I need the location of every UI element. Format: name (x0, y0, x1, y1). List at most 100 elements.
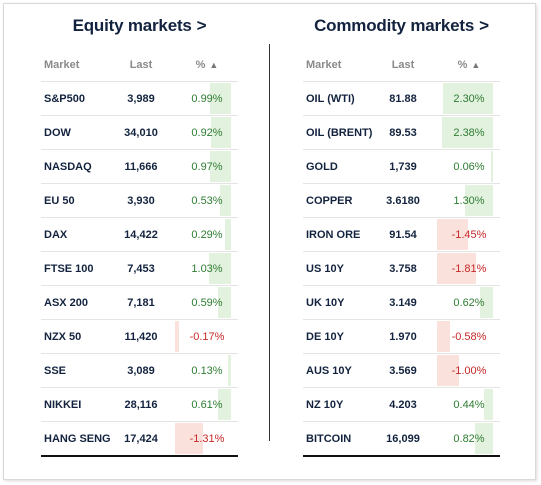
table-row[interactable]: UK 10Y 3.149 0.62% (303, 286, 500, 320)
table-row[interactable]: NIKKEI 28,116 0.61% (41, 388, 238, 422)
pct-change-bar (175, 423, 204, 454)
pct-change-bar (483, 389, 493, 420)
pct-change-value: 0.13% (191, 364, 223, 377)
equity-markets-link[interactable]: Equity markets > (41, 14, 238, 38)
table-row[interactable]: SSE 3,089 0.13% (41, 354, 238, 388)
market-name: DAX (44, 228, 68, 241)
pct-change-value: 0.82% (453, 432, 485, 445)
table-row[interactable]: COPPER 3.6180 1.30% (303, 184, 500, 218)
last-value: 16,099 (386, 432, 420, 445)
pct-change-bar (208, 253, 231, 284)
col-header-market[interactable]: Market (306, 59, 342, 71)
pct-change-value: 0.59% (191, 296, 223, 309)
pct-change-bar (491, 151, 493, 182)
market-name: NASDAQ (44, 160, 92, 173)
sort-ascending-icon: ▲ (471, 60, 481, 70)
market-name: COPPER (306, 194, 353, 207)
table-row[interactable]: US 10Y 3.758 -1.81% (303, 252, 500, 286)
pct-change-cell: -1.00% (437, 354, 501, 387)
pct-change-bar (175, 321, 179, 352)
commodity-markets-link[interactable]: Commodity markets > (303, 14, 500, 38)
last-value: 28,116 (124, 398, 158, 411)
pct-change-value: 1.03% (191, 262, 223, 275)
pct-change-cell: 0.29% (175, 218, 239, 251)
pct-change-bar (437, 219, 469, 250)
market-name: NIKKEI (44, 398, 82, 411)
last-value: 3.6180 (386, 194, 420, 207)
pct-change-bar (479, 287, 493, 318)
pct-change-value: -1.00% (451, 364, 487, 377)
pct-change-bar (437, 253, 477, 284)
pct-change-bar (475, 423, 493, 454)
pct-change-bar (441, 117, 493, 148)
table-row[interactable]: OIL (WTI) 81.88 2.30% (303, 82, 500, 116)
table-row[interactable]: AUS 10Y 3.569 -1.00% (303, 354, 500, 388)
table-row[interactable]: BITCOIN 16,099 0.82% (303, 422, 500, 457)
pct-change-value: 2.38% (453, 126, 485, 139)
last-value: 3,089 (127, 364, 155, 377)
pct-change-value: -0.17% (189, 330, 225, 343)
commodity-table: Market Last % ▲ OIL (WTI) 81.88 2.30% OIL (B… (303, 49, 500, 457)
table-row[interactable]: DAX 14,422 0.29% (41, 218, 238, 252)
pct-header-label: % (457, 59, 468, 71)
table-row[interactable]: DOW 34,010 0.92% (41, 116, 238, 150)
commodity-rows: OIL (WTI) 81.88 2.30% OIL (BRENT) 89.53 2.38%… (303, 82, 500, 457)
last-value: 3,989 (127, 92, 155, 105)
table-row[interactable]: DE 10Y 1.970 -0.58% (303, 320, 500, 354)
pct-change-bar (464, 185, 493, 216)
pct-change-bar (218, 287, 231, 318)
pct-change-cell: 0.53% (175, 184, 239, 217)
commodity-panel: Commodity markets > Market Last % ▲ OIL (W… (303, 14, 500, 457)
table-row[interactable]: IRON ORE 91.54 -1.45% (303, 218, 500, 252)
market-name: OIL (WTI) (306, 92, 355, 105)
pct-change-value: 0.29% (191, 228, 223, 241)
table-row[interactable]: S&P500 3,989 0.99% (41, 82, 238, 116)
last-value: 11,666 (124, 160, 158, 173)
last-value: 3.758 (389, 262, 417, 275)
pct-change-cell: 1.30% (437, 184, 501, 217)
market-name: NZ 10Y (306, 398, 344, 411)
pct-change-cell: 0.97% (175, 150, 239, 183)
col-header-last[interactable]: Last (129, 59, 153, 71)
pct-change-cell: 0.92% (175, 116, 239, 149)
market-name: FTSE 100 (44, 262, 94, 275)
col-header-market[interactable]: Market (44, 59, 80, 71)
table-row[interactable]: HANG SENG 17,424 -1.31% (41, 422, 238, 457)
pct-change-value: 0.92% (191, 126, 223, 139)
pct-change-cell: 0.06% (437, 150, 501, 183)
col-header-last[interactable]: Last (391, 59, 415, 71)
col-header-pct[interactable]: % ▲ (175, 49, 239, 81)
equity-table: Market Last % ▲ S&P500 3,989 0.99% DOW 34,010… (41, 49, 238, 457)
last-value: 4.203 (389, 398, 417, 411)
pct-change-bar (437, 355, 459, 386)
markets-widget (3, 3, 536, 480)
col-header-pct[interactable]: % ▲ (437, 49, 501, 81)
last-value: 3.569 (389, 364, 417, 377)
market-name: DOW (44, 126, 71, 139)
table-row[interactable]: NZX 50 11,420 -0.17% (41, 320, 238, 354)
market-name: GOLD (306, 160, 338, 173)
chevron-right-icon: > (196, 16, 207, 35)
table-row[interactable]: OIL (BRENT) 89.53 2.38% (303, 116, 500, 150)
market-name: EU 50 (44, 194, 75, 207)
market-name: DE 10Y (306, 330, 344, 343)
pct-change-value: 0.06% (453, 160, 485, 173)
table-row[interactable]: EU 50 3,930 0.53% (41, 184, 238, 218)
pct-change-cell: 1.03% (175, 252, 239, 285)
last-value: 89.53 (389, 126, 417, 139)
pct-change-value: 0.62% (453, 296, 485, 309)
equity-panel: Equity markets > Market Last % ▲ S&P500 3,9… (41, 14, 238, 457)
market-name: BITCOIN (306, 432, 352, 445)
pct-change-cell: -1.81% (437, 252, 501, 285)
table-row[interactable]: NASDAQ 11,666 0.97% (41, 150, 238, 184)
chevron-right-icon: > (479, 16, 489, 35)
table-row[interactable]: FTSE 100 7,453 1.03% (41, 252, 238, 286)
table-row[interactable]: ASX 200 7,181 0.59% (41, 286, 238, 320)
table-row[interactable]: GOLD 1,739 0.06% (303, 150, 500, 184)
pct-change-cell: 0.61% (175, 388, 239, 421)
last-value: 3.149 (389, 296, 417, 309)
table-row[interactable]: NZ 10Y 4.203 0.44% (303, 388, 500, 422)
pct-change-value: 0.53% (191, 194, 223, 207)
pct-change-value: 2.30% (453, 92, 485, 105)
pct-change-cell: -1.45% (437, 218, 501, 251)
